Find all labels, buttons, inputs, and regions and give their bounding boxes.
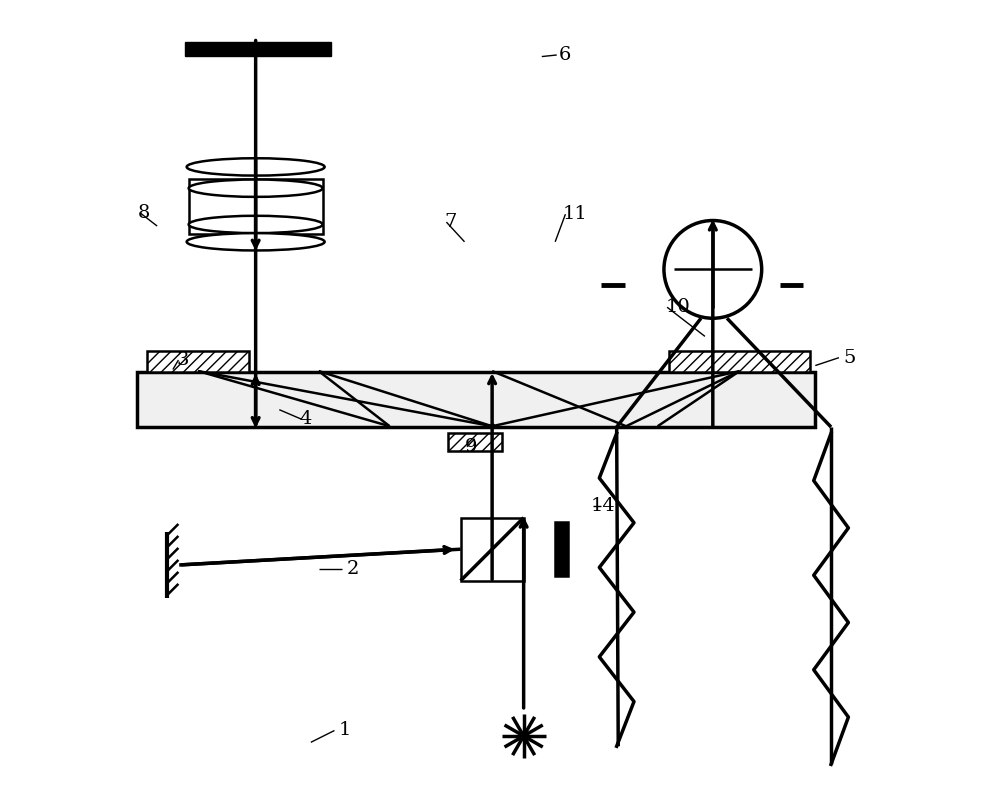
Text: 2: 2: [346, 560, 359, 578]
Text: 11: 11: [563, 205, 588, 223]
Ellipse shape: [187, 158, 325, 176]
Ellipse shape: [187, 233, 325, 251]
Text: 14: 14: [591, 497, 615, 515]
Bar: [137, 372, 815, 427]
Bar: [555, 522, 568, 576]
Text: 1: 1: [338, 721, 351, 740]
Text: 3: 3: [177, 351, 189, 369]
Text: 8: 8: [137, 203, 150, 221]
Bar: [147, 351, 249, 372]
Text: 4: 4: [299, 411, 311, 428]
Text: 10: 10: [666, 298, 690, 316]
Text: 7: 7: [445, 213, 457, 231]
Ellipse shape: [189, 180, 323, 197]
Bar: [185, 42, 331, 56]
Bar: [669, 351, 810, 372]
Bar: [461, 517, 524, 581]
Ellipse shape: [189, 216, 323, 233]
Text: 5: 5: [843, 349, 855, 367]
Bar: [448, 433, 502, 451]
Text: 6: 6: [559, 46, 571, 64]
Bar: [189, 179, 323, 234]
Text: 9: 9: [465, 437, 477, 456]
